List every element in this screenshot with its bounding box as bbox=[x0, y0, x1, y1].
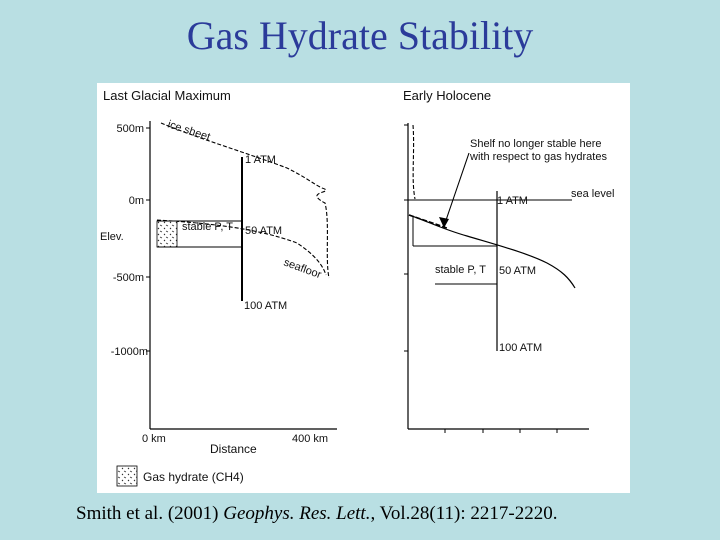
y-label-minus500m: -500m bbox=[113, 272, 144, 284]
stable-label-right: stable P, T bbox=[435, 264, 486, 276]
annotation-arrow-shaft bbox=[443, 152, 470, 227]
pressure-1atm-left: 1 ATM bbox=[245, 154, 276, 166]
x-label-0km: 0 km bbox=[142, 433, 166, 445]
seafloor-line bbox=[156, 219, 327, 276]
x-axis-title: Distance bbox=[210, 442, 257, 456]
pressure-100atm-right: 100 ATM bbox=[499, 342, 542, 354]
annotation-arrow-head bbox=[439, 217, 449, 228]
hydrate-diagram: Last Glacial Maximum 500m 0m Elev. -500m… bbox=[100, 88, 614, 487]
ice-sheet-line bbox=[160, 122, 330, 279]
hydrate-zone-left bbox=[156, 220, 178, 248]
slide-title: Gas Hydrate Stability bbox=[186, 13, 534, 58]
citation-suffix: , Vol.28(11): 2217-2220. bbox=[370, 503, 558, 524]
legend-label: Gas hydrate (CH4) bbox=[143, 470, 244, 484]
pressure-100atm-left: 100 ATM bbox=[244, 300, 287, 312]
citation-prefix: Smith et al. (2001) bbox=[76, 503, 224, 524]
ice-remnant-line bbox=[412, 124, 416, 200]
annotation-line-2: with respect to gas hydrates bbox=[469, 151, 607, 163]
seafloor-profile-right bbox=[408, 214, 576, 289]
citation: Smith et al. (2001) Geophys. Res. Lett.,… bbox=[76, 503, 557, 525]
y-label-minus1000m: -1000m bbox=[111, 346, 148, 358]
elev-label: Elev. bbox=[100, 231, 124, 243]
y-label-0m: 0m bbox=[129, 195, 144, 207]
x-label-400km: 400 km bbox=[292, 433, 328, 445]
annotation-line-1: Shelf no longer stable here bbox=[470, 138, 601, 150]
hydrate-figure: Last Glacial Maximum 500m 0m Elev. -500m… bbox=[97, 83, 630, 493]
left-panel: Last Glacial Maximum 500m 0m Elev. -500m… bbox=[100, 88, 337, 487]
right-panel-heading: Early Holocene bbox=[403, 88, 491, 103]
citation-journal: Geophys. Res. Lett. bbox=[223, 503, 371, 524]
pressure-1atm-right: 1 ATM bbox=[497, 195, 528, 207]
pressure-50atm-right: 50 ATM bbox=[499, 265, 536, 277]
sea-level-label: sea level bbox=[571, 188, 614, 200]
y-label-500m: 500m bbox=[116, 123, 144, 135]
ice-sheet-label: ice sheet bbox=[166, 118, 212, 143]
stable-label-left: stable P, T bbox=[182, 221, 233, 233]
pressure-50atm-left: 50 ATM bbox=[245, 225, 282, 237]
legend-swatch bbox=[116, 465, 138, 487]
left-panel-heading: Last Glacial Maximum bbox=[103, 88, 231, 103]
right-panel: Early Holocene sea level stab bbox=[403, 88, 614, 433]
